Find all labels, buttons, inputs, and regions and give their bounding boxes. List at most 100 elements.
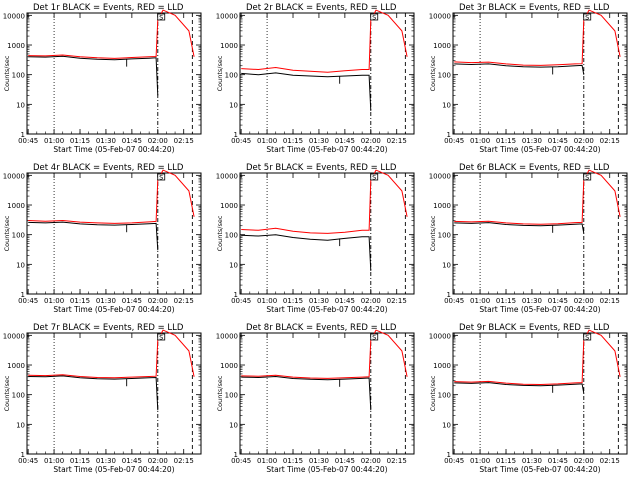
- x-tick-label: 01:45: [548, 457, 568, 465]
- x-axis-label: Start Time (05-Feb-07 00:44:20): [53, 465, 174, 474]
- x-tick-label: 01:15: [70, 137, 90, 145]
- x-tick-label: 01:45: [335, 457, 355, 465]
- y-tick-label: 1000: [433, 362, 451, 370]
- y-tick-label: 1000: [220, 42, 238, 50]
- chart-title: Det 3r BLACK = Events, RED = LLD: [459, 3, 610, 13]
- x-axis-label: Start Time (05-Feb-07 00:44:20): [266, 305, 387, 314]
- saa-marker-label: S: [159, 334, 163, 342]
- x-tick-label: 02:00: [574, 457, 594, 465]
- x-tick-label: 02:15: [387, 137, 407, 145]
- lightcurve-chart: Det 3r BLACK = Events, RED = LLD 1 10 100 10…: [429, 3, 628, 154]
- series-line-events: [28, 375, 159, 411]
- x-tick-label: 01:45: [335, 297, 355, 305]
- x-tick-label: 01:45: [335, 137, 355, 145]
- y-tick-label: 10: [229, 421, 238, 429]
- y-tick-label: 10: [16, 421, 25, 429]
- x-tick-label: 00:45: [444, 137, 464, 145]
- panel-det-1: Det 1r BLACK = Events, RED = LLD 1 10 100 10…: [0, 0, 213, 160]
- x-tick-label: 02:15: [600, 297, 620, 305]
- series-line-lld: [241, 169, 408, 234]
- y-tick-label: 10: [442, 261, 451, 269]
- y-tick-label: 100: [438, 232, 451, 240]
- x-tick-label: 01:00: [257, 137, 277, 145]
- x-tick-label: 01:45: [548, 297, 568, 305]
- y-tick-label: 100: [438, 392, 451, 400]
- x-tick-label: 01:30: [96, 457, 116, 465]
- x-tick-label: 01:15: [70, 297, 90, 305]
- panel-det-3: Det 3r BLACK = Events, RED = LLD 1 10 100 10…: [426, 0, 639, 160]
- x-tick-label: 00:45: [231, 137, 251, 145]
- saa-marker-label: S: [372, 174, 376, 182]
- y-tick-label: 100: [438, 72, 451, 80]
- x-tick-label: 02:00: [574, 297, 594, 305]
- x-tick-label: 02:15: [387, 457, 407, 465]
- plot-frame: [452, 172, 628, 295]
- x-tick-label: 02:00: [361, 297, 381, 305]
- x-tick-label: 01:15: [283, 137, 303, 145]
- chart-title: Det 9r BLACK = Events, RED = LLD: [459, 323, 610, 333]
- series-line-events: [28, 221, 159, 251]
- x-tick-label: 01:45: [548, 137, 568, 145]
- y-axis-label: Counts/sec: [216, 55, 224, 91]
- series-line-lld: [28, 329, 195, 379]
- y-tick-label: 10000: [429, 172, 451, 180]
- y-tick-label: 1: [234, 451, 238, 459]
- x-tick-label: 01:30: [309, 137, 329, 145]
- y-tick-label: 10: [442, 421, 451, 429]
- y-tick-label: 1000: [7, 362, 25, 370]
- series-line-events: [241, 234, 372, 271]
- x-tick-label: 01:30: [309, 297, 329, 305]
- saa-marker-box: [157, 173, 166, 181]
- saa-marker-box: [583, 173, 592, 181]
- y-axis-label: Counts/sec: [3, 55, 11, 91]
- series-line-lld: [454, 9, 621, 66]
- x-tick-label: 00:45: [444, 297, 464, 305]
- saa-marker-box: [583, 13, 592, 21]
- series-line-lld: [454, 329, 621, 386]
- plot-frame: [239, 172, 415, 295]
- series-line-events: [241, 72, 372, 111]
- y-tick-label: 10000: [429, 12, 451, 20]
- y-tick-label: 1000: [7, 42, 25, 50]
- x-tick-label: 01:15: [496, 457, 516, 465]
- saa-marker-box: [583, 333, 592, 341]
- lightcurve-chart: Det 5r BLACK = Events, RED = LLD 1 10 100 10…: [216, 163, 415, 314]
- y-axis-label: Counts/sec: [429, 215, 437, 251]
- panel-det-2: Det 2r BLACK = Events, RED = LLD 1 10 100 10…: [213, 0, 426, 160]
- saa-marker-box: [157, 13, 166, 21]
- plot-frame: [26, 332, 202, 455]
- x-tick-label: 02:15: [174, 137, 194, 145]
- x-tick-label: 02:15: [600, 457, 620, 465]
- chart-title: Det 6r BLACK = Events, RED = LLD: [459, 163, 610, 173]
- saa-marker-box: [370, 13, 379, 21]
- x-tick-label: 02:00: [361, 137, 381, 145]
- y-tick-label: 1: [447, 451, 451, 459]
- saa-marker-label: S: [585, 14, 589, 22]
- x-tick-label: 01:15: [496, 297, 516, 305]
- saa-marker-label: S: [372, 334, 376, 342]
- y-tick-label: 1: [234, 131, 238, 139]
- x-tick-label: 01:30: [309, 457, 329, 465]
- x-tick-label: 01:00: [470, 457, 490, 465]
- y-axis-label: Counts/sec: [216, 215, 224, 251]
- plot-frame: [452, 12, 628, 135]
- y-tick-label: 1: [21, 451, 25, 459]
- y-tick-label: 10000: [216, 12, 238, 20]
- y-tick-label: 10: [16, 261, 25, 269]
- x-tick-label: 01:00: [44, 137, 64, 145]
- series-line-events: [454, 63, 585, 75]
- series-line-lld: [241, 9, 408, 73]
- saa-marker-label: S: [159, 14, 163, 22]
- series-line-events: [28, 55, 159, 96]
- x-axis-label: Start Time (05-Feb-07 00:44:20): [479, 305, 600, 314]
- lightcurve-chart: Det 9r BLACK = Events, RED = LLD 1 10 100 10…: [429, 323, 628, 474]
- x-tick-label: 02:15: [600, 137, 620, 145]
- chart-title: Det 7r BLACK = Events, RED = LLD: [33, 323, 184, 333]
- x-tick-label: 02:00: [148, 297, 168, 305]
- y-axis-label: Counts/sec: [429, 55, 437, 91]
- x-tick-label: 01:00: [44, 297, 64, 305]
- x-tick-label: 00:45: [444, 457, 464, 465]
- lightcurve-chart: Det 6r BLACK = Events, RED = LLD 1 10 100 10…: [429, 163, 628, 314]
- y-tick-label: 100: [225, 392, 238, 400]
